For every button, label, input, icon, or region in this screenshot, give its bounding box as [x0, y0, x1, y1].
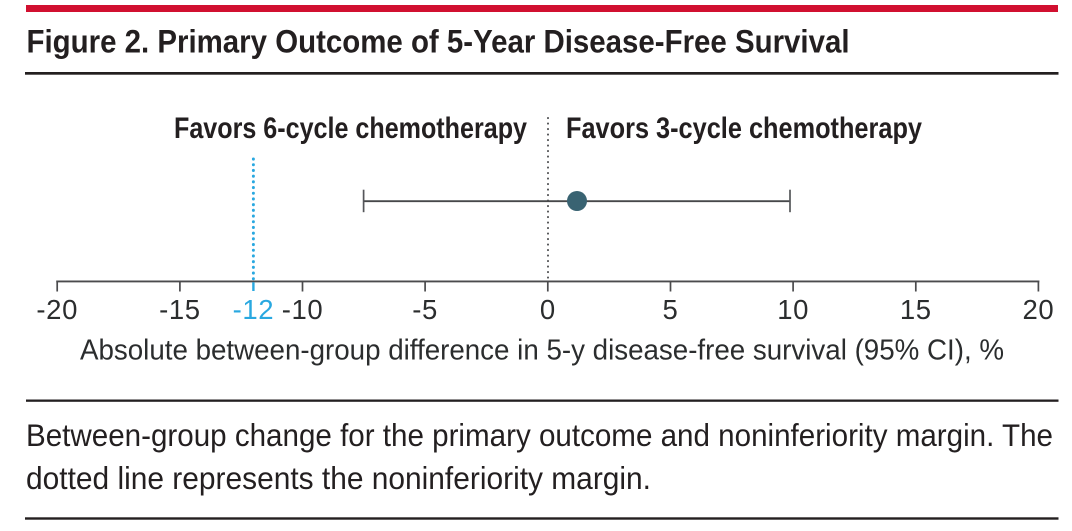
svg-text:-15: -15	[159, 294, 201, 325]
svg-text:10: 10	[777, 294, 809, 325]
svg-text:-20: -20	[36, 294, 78, 325]
svg-text:15: 15	[900, 294, 932, 325]
svg-text:Favors 6-cycle chemotherapy: Favors 6-cycle chemotherapy	[174, 112, 527, 145]
svg-text:Favors 3-cycle chemotherapy: Favors 3-cycle chemotherapy	[566, 112, 922, 145]
svg-text:dotted line represents the non: dotted line represents the noninferiorit…	[26, 460, 651, 496]
svg-text:-5: -5	[412, 294, 438, 325]
svg-text:Absolute between-group differe: Absolute between-group difference in 5-y…	[80, 335, 1004, 367]
svg-text:Between-group change for the p: Between-group change for the primary out…	[26, 417, 1053, 453]
svg-text:20: 20	[1023, 294, 1055, 325]
svg-text:5: 5	[663, 294, 679, 325]
svg-text:0: 0	[540, 294, 556, 325]
svg-text:-12: -12	[233, 294, 275, 325]
svg-text:Figure 2. Primary Outcome of 5: Figure 2. Primary Outcome of 5-Year Dise…	[27, 24, 850, 60]
svg-text:-10: -10	[282, 294, 324, 325]
